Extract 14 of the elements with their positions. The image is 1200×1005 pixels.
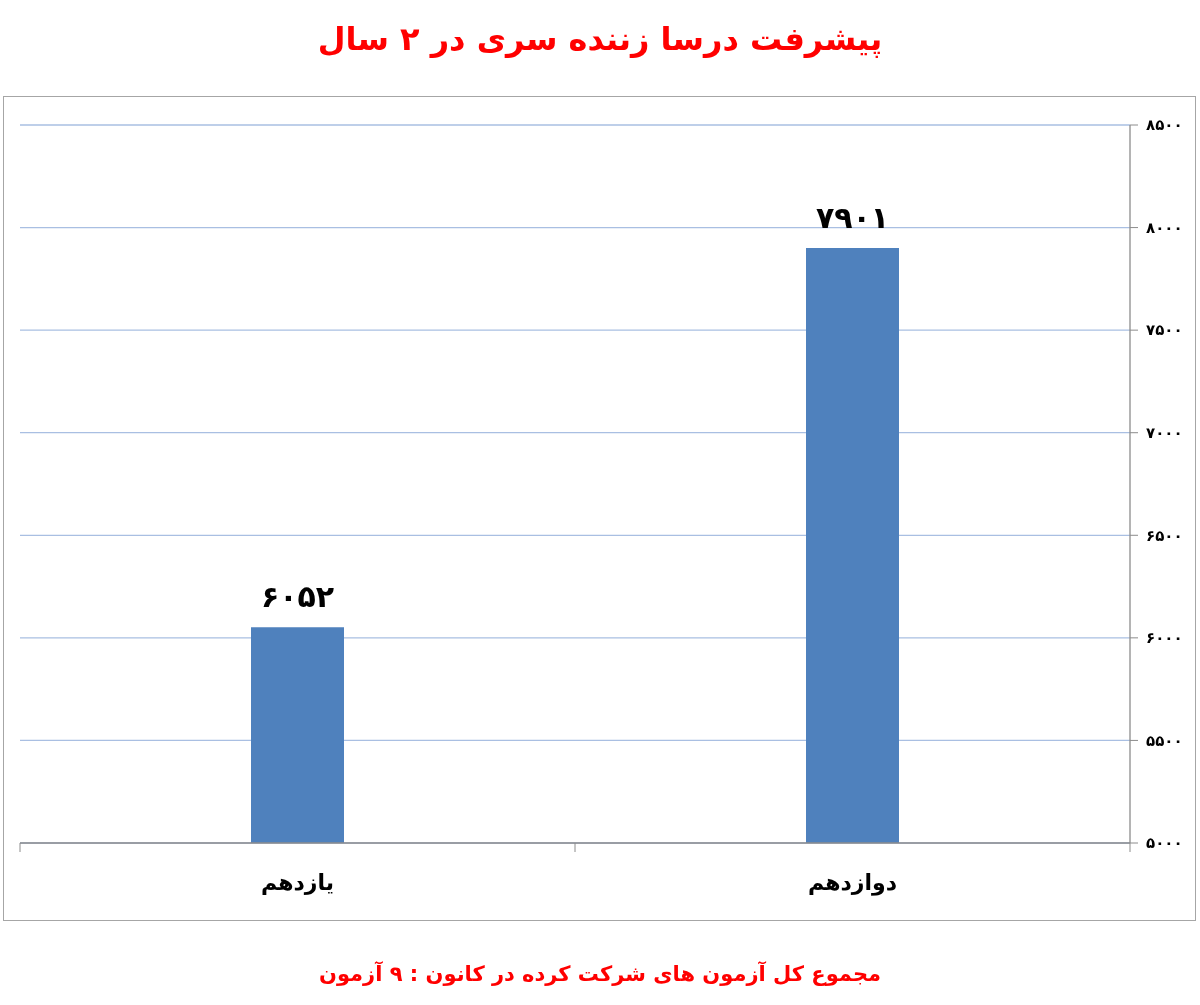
text: مجموع کل آزمون های شرکت کرده در کانون : ۹ آزمون	[318, 960, 882, 988]
y-tick-label: ۵۵۰۰	[1146, 731, 1183, 750]
y-tick-label: ۶۰۰۰	[1146, 629, 1183, 648]
y-tick-label: ۷۵۰۰	[1146, 321, 1183, 340]
data-label: ۶۰۵۲	[260, 579, 335, 615]
x-tick-label: دوازدهم	[808, 870, 897, 896]
y-tick-label: ۸۵۰۰	[1146, 116, 1183, 135]
y-tick-label: ۸۰۰۰	[1146, 218, 1183, 237]
y-tick-label: ۷۰۰۰	[1146, 424, 1183, 443]
x-tick-label: یازدهم	[261, 870, 334, 895]
y-tick-label: ۶۵۰۰	[1146, 526, 1183, 545]
data-label: ۷۹۰۱	[815, 199, 890, 235]
y-tick-label: ۵۰۰۰	[1146, 834, 1183, 853]
chart-title: پیشرفت درسا زننده سری در ۲ سال	[316, 19, 884, 60]
